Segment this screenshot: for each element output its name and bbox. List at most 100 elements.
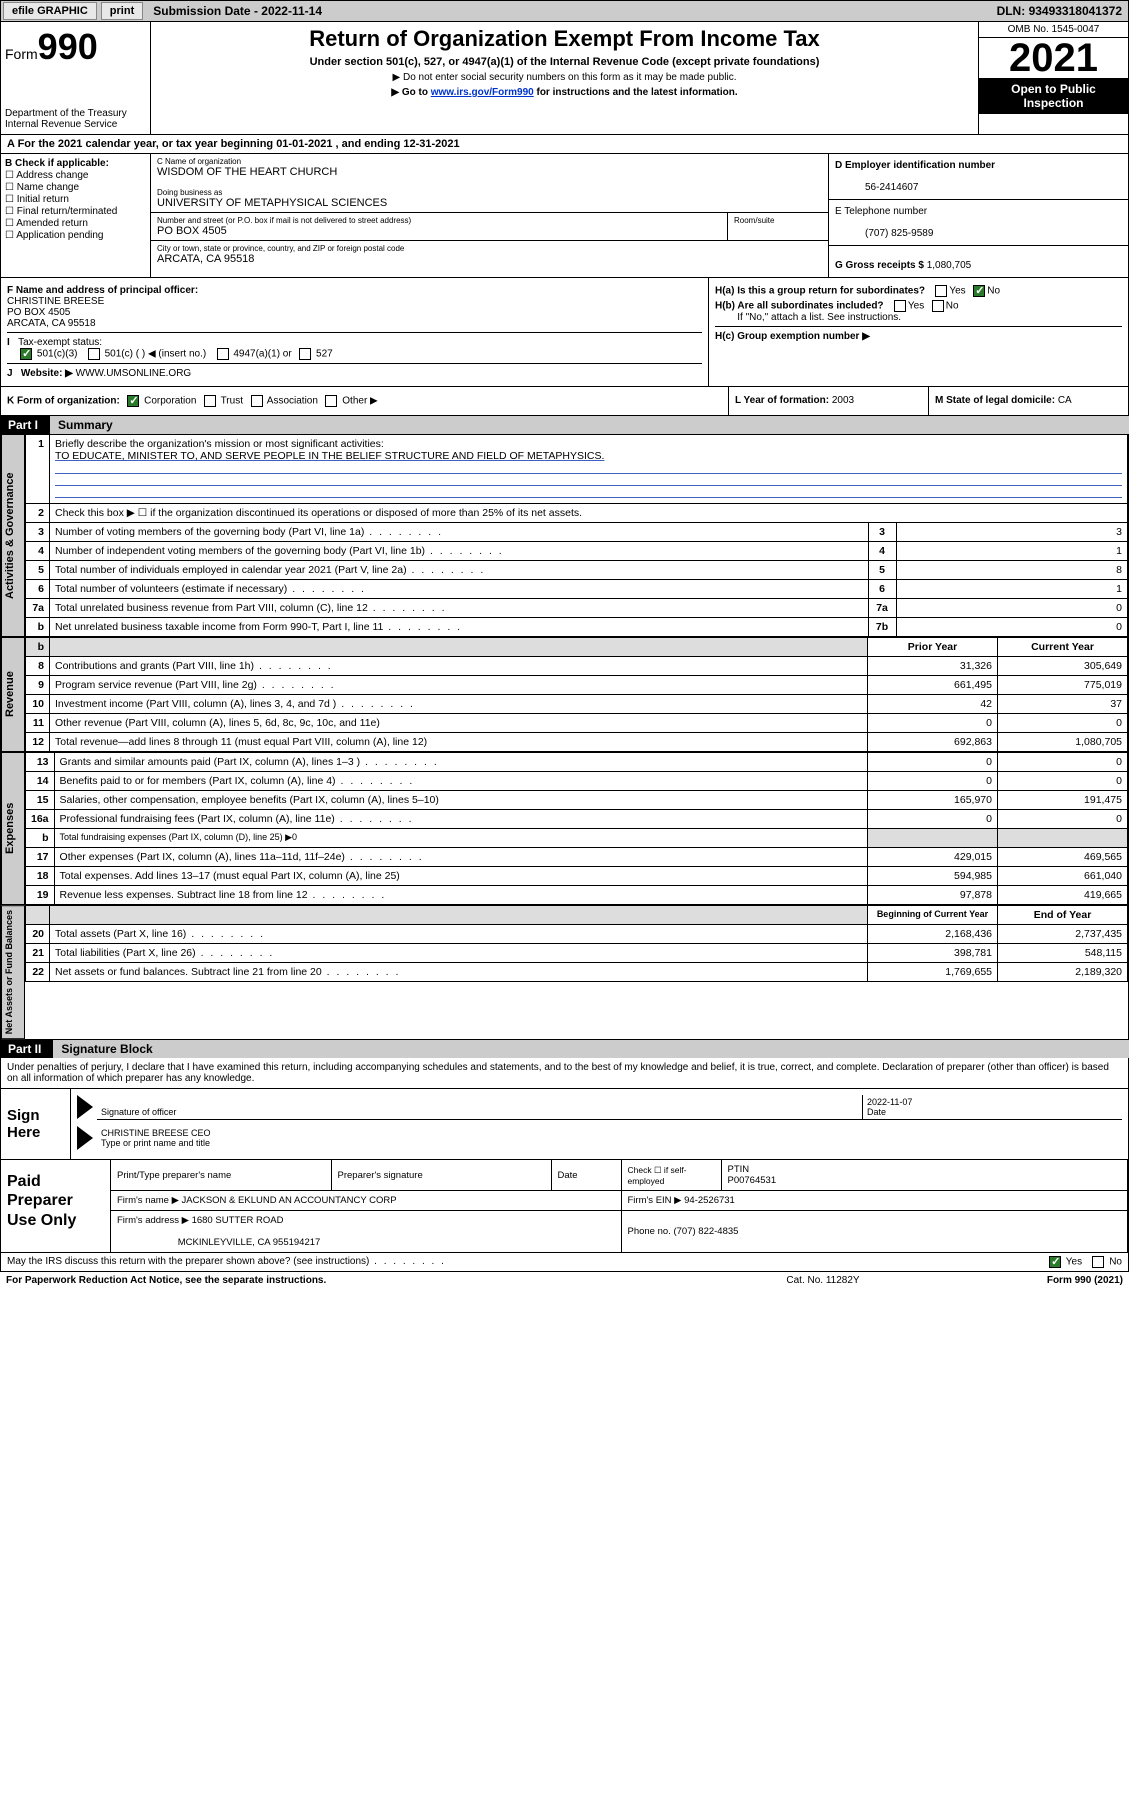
hb-note: If "No," attach a list. See instructions… (737, 312, 901, 323)
hdr-current-year: Current Year (998, 638, 1128, 657)
f-officer: F Name and address of principal officer:… (7, 285, 702, 329)
submission-date-label: Submission Date - (153, 4, 261, 18)
line-cy: 0 (998, 810, 1128, 829)
l-label: L Year of formation: (735, 395, 832, 406)
line-desc: Other expenses (Part IX, column (A), lin… (54, 848, 867, 867)
dba-label: Doing business as (157, 188, 822, 197)
line-17: 17Other expenses (Part IX, column (A), l… (26, 848, 1128, 867)
line-desc: Total assets (Part X, line 16) (50, 925, 868, 944)
irs-link[interactable]: www.irs.gov/Form990 (431, 87, 534, 98)
fijk-right: H(a) Is this a group return for subordin… (708, 278, 1128, 386)
gross-value: 1,080,705 (927, 260, 972, 271)
print-button[interactable]: print (101, 2, 143, 20)
chk-corp[interactable] (127, 395, 139, 407)
firm-value: JACKSON & EKLUND AN ACCOUNTANCY CORP (182, 1195, 397, 1206)
ha-label: H(a) Is this a group return for subordin… (715, 286, 925, 297)
chk-527[interactable] (299, 348, 311, 360)
chk-discuss-no[interactable] (1092, 1256, 1104, 1268)
chk-ha-yes[interactable] (935, 285, 947, 297)
suite-label: Room/suite (728, 213, 828, 240)
m-state: M State of legal domicile: CA (928, 387, 1128, 415)
ha-yes-label: Yes (949, 286, 965, 297)
chk-app-pending[interactable]: ☐ Application pending (5, 230, 146, 241)
line-desc: Total expenses. Add lines 13–17 (must eq… (54, 867, 867, 886)
gross-cell: G Gross receipts $ 1,080,705 (829, 246, 1128, 277)
line-py: 31,326 (868, 657, 998, 676)
chk-name-change[interactable]: ☐ Name change (5, 182, 146, 193)
line-val: 3 (896, 523, 1127, 542)
chk-hb-no[interactable] (932, 300, 944, 312)
chk-address-change[interactable]: ☐ Address change (5, 170, 146, 181)
line-desc: Investment income (Part VIII, column (A)… (50, 695, 868, 714)
line-num: 2 (26, 504, 50, 523)
ein-value: 56-2414607 (835, 182, 918, 193)
line-14: 14Benefits paid to or for members (Part … (26, 772, 1128, 791)
line-num: 15 (26, 791, 55, 810)
firm-label: Firm's name ▶ (117, 1195, 182, 1206)
line-5: 5Total number of individuals employed in… (26, 561, 1128, 580)
chk-hb-yes[interactable] (894, 300, 906, 312)
firm-phone: Phone no. (707) 822-4835 (621, 1211, 1128, 1253)
chk-initial-return[interactable]: ☐ Initial return (5, 194, 146, 205)
header-mid: Return of Organization Exempt From Incom… (151, 22, 978, 134)
501c-label: 501(c) ( ) ◀ (insert no.) (105, 349, 207, 360)
row-a-tax-year: A For the 2021 calendar year, or tax yea… (0, 135, 1129, 154)
line-7b: bNet unrelated business taxable income f… (26, 618, 1128, 637)
line-box: 3 (868, 523, 896, 542)
street-value: PO BOX 4505 (157, 225, 721, 237)
chk-4947[interactable] (217, 348, 229, 360)
firm-addr-label: Firm's address ▶ (117, 1215, 192, 1226)
line-num: 12 (26, 733, 50, 752)
527-label: 527 (316, 349, 333, 360)
firm-addr: Firm's address ▶ 1680 SUTTER ROAD MCKINL… (111, 1211, 621, 1253)
phone-label: Phone no. (628, 1226, 674, 1237)
line-box: 6 (868, 580, 896, 599)
firm-name: Firm's name ▶ JACKSON & EKLUND AN ACCOUN… (111, 1191, 621, 1211)
4947-label: 4947(a)(1) or (233, 349, 291, 360)
k-other-label: Other ▶ (342, 396, 377, 407)
chk-label: Initial return (17, 194, 69, 205)
goto-note: ▶ Go to www.irs.gov/Form990 for instruct… (155, 87, 974, 98)
chk-assoc[interactable] (251, 395, 263, 407)
ein-label: D Employer identification number (835, 160, 995, 171)
part2-title: Signature Block (53, 1040, 1129, 1058)
part2-num: Part II (8, 1042, 53, 1056)
chk-501c[interactable] (88, 348, 100, 360)
goto-pre: ▶ Go to (391, 87, 430, 98)
summary-revenue: Revenue bPrior YearCurrent Year 8Contrib… (0, 637, 1129, 752)
chk-discuss-yes[interactable] (1049, 1256, 1061, 1268)
chk-final-return[interactable]: ☐ Final return/terminated (5, 206, 146, 217)
line-num: b (26, 829, 55, 848)
chk-trust[interactable] (204, 395, 216, 407)
firm-addr1: 1680 SUTTER ROAD (192, 1215, 284, 1226)
line-py: 398,781 (868, 944, 998, 963)
chk-amended[interactable]: ☐ Amended return (5, 218, 146, 229)
bottom-line: For Paperwork Reduction Act Notice, see … (0, 1272, 1129, 1289)
dln-value: 93493318041372 (1029, 4, 1122, 18)
f-label: F Name and address of principal officer: (7, 285, 198, 296)
line-1: 1 Briefly describe the organization's mi… (26, 435, 1128, 504)
part2-header: Part II Signature Block (0, 1040, 1129, 1058)
discuss-text: May the IRS discuss this return with the… (7, 1256, 1047, 1268)
line-7a: 7aTotal unrelated business revenue from … (26, 599, 1128, 618)
prep-ptin: PTINP00764531 (721, 1160, 1128, 1191)
hb-yes-label: Yes (908, 301, 924, 312)
chk-ha-no[interactable] (973, 285, 985, 297)
chk-other[interactable] (325, 395, 337, 407)
line-py: 0 (868, 753, 998, 772)
sign-block: Sign Here Signature of officer 2022-11-0… (0, 1089, 1129, 1160)
officer-name-value: CHRISTINE BREESE CEO (101, 1128, 211, 1138)
chk-501c3[interactable] (20, 348, 32, 360)
gross-label: G Gross receipts $ (835, 260, 927, 271)
line-cy: 37 (998, 695, 1128, 714)
line-cy: 661,040 (998, 867, 1128, 886)
line-num: 3 (26, 523, 50, 542)
j-label: Website: ▶ (21, 368, 76, 379)
sig-date-label: Date (867, 1107, 886, 1117)
l-year: L Year of formation: 2003 (728, 387, 928, 415)
summary-governance: Activities & Governance 1 Briefly descri… (0, 434, 1129, 637)
paid-row-3: Firm's address ▶ 1680 SUTTER ROAD MCKINL… (111, 1211, 1128, 1253)
sig-date-value: 2022-11-07 (867, 1097, 912, 1107)
sign-arrow-icon (77, 1095, 93, 1119)
line-cy: 775,019 (998, 676, 1128, 695)
